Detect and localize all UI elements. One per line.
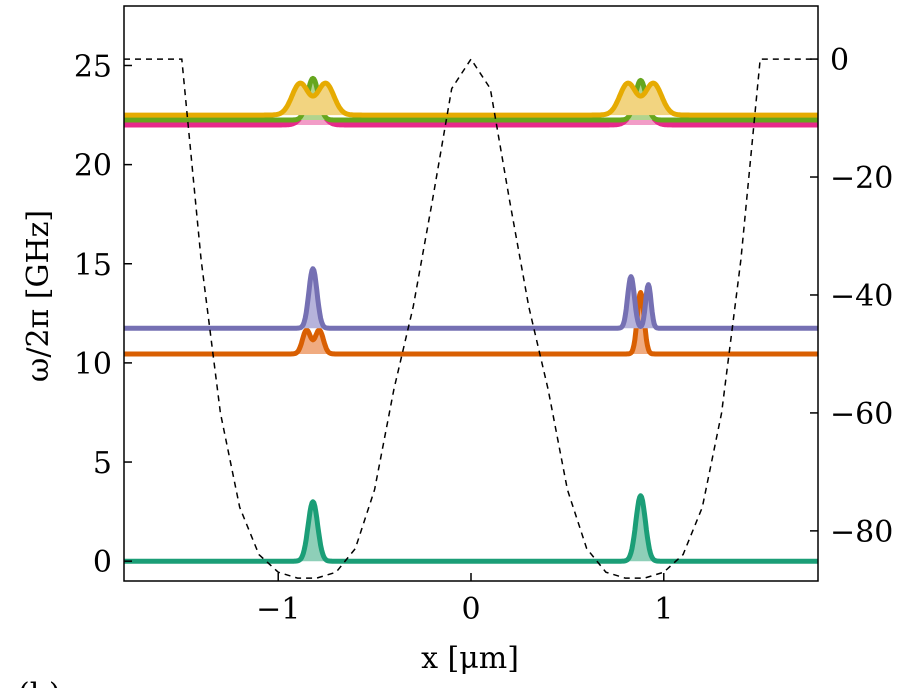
panel-tag: (b) (18, 677, 61, 688)
series-layer (122, 75, 820, 564)
mode-5-fill (124, 83, 818, 116)
mode-1-fill (124, 292, 818, 354)
y-tick-label: 0 (93, 545, 112, 580)
mode-2-line (122, 266, 820, 331)
y-axis-label: ω/2π [GHz] (21, 210, 56, 382)
y-tick-label: 10 (74, 347, 112, 382)
mode-5-line (122, 80, 820, 118)
potential-layer (124, 57, 818, 579)
y2-tick-label: −60 (830, 397, 893, 432)
x-tick-label: −1 (256, 592, 300, 627)
mode-0-fill (124, 495, 818, 562)
y2-tick-label: −20 (830, 161, 893, 196)
mode-4-line (122, 75, 820, 123)
mode-0-line (122, 493, 820, 564)
y-tick-label: 25 (74, 49, 112, 84)
y2-tick-label: 0 (830, 43, 849, 78)
y-tick-label: 5 (93, 446, 112, 481)
y-tick-label: 15 (74, 248, 112, 283)
potential-line (124, 57, 818, 579)
mode-2-fill (124, 268, 818, 329)
x-tick-label: 1 (654, 592, 673, 627)
y2-tick-label: −80 (830, 515, 893, 550)
plot-frame (123, 5, 819, 582)
mode-3-line (122, 98, 820, 128)
x-tick-label: 0 (461, 592, 480, 627)
y2-tick-label: −40 (830, 279, 893, 314)
x-axis-label: x [μm] (421, 641, 519, 676)
mode-1-line (122, 290, 820, 357)
y-tick-label: 20 (74, 149, 112, 184)
